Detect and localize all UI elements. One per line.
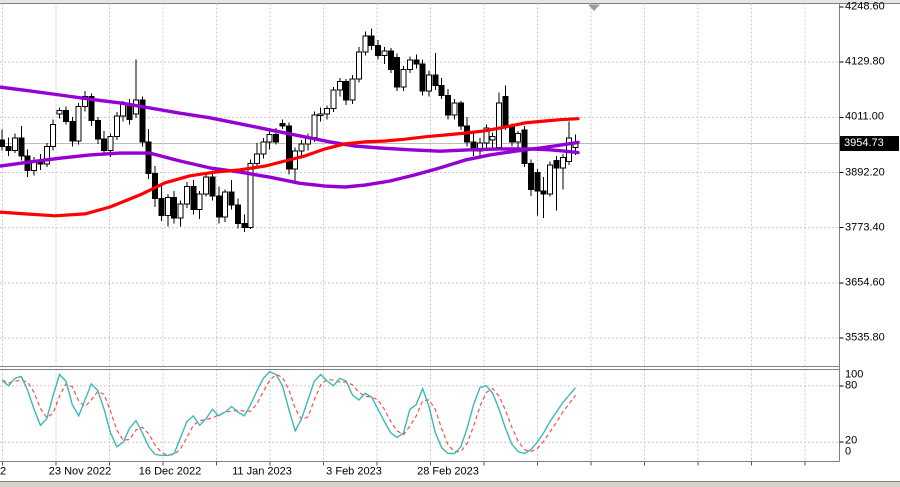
- indicator-axis-label: 0: [845, 445, 852, 458]
- time-axis-label: 2: [0, 465, 7, 478]
- price-axis-label: 4129.80: [845, 55, 885, 68]
- ma-purple-slow: [0, 85, 580, 155]
- panel-borders: [0, 3, 844, 466]
- ma-purple-fast: [0, 140, 580, 189]
- time-axis-label: 28 Feb 2023: [417, 465, 479, 478]
- price-axis-label: 4011.00: [845, 110, 884, 123]
- time-axis-label: 3 Feb 2023: [326, 465, 382, 478]
- candlestick-series: [0, 28, 579, 233]
- time-axis-label: 16 Dec 2022: [138, 465, 202, 478]
- stochastic-panel: [1, 370, 577, 457]
- time-axis-label: 11 Jan 2023: [232, 465, 292, 478]
- indicator-axis-label: 80: [845, 379, 858, 392]
- indicator-axis-label: 100: [845, 368, 864, 380]
- current-price-label: 3954.73: [844, 137, 884, 149]
- stochastic-k-line: [1, 370, 577, 457]
- current-price-badge: 3954.73: [840, 136, 899, 151]
- price-axis-label: 3654.60: [845, 276, 885, 289]
- data-end-marker-icon: [588, 4, 600, 11]
- indicator-axis-label: 20: [845, 434, 858, 447]
- stochastic-d-line: [1, 373, 576, 457]
- price-axis-label: 3535.80: [845, 331, 885, 344]
- ma-red: [0, 117, 580, 218]
- price-axis-label: 4248.60: [845, 0, 885, 13]
- price-axis-label: 3892.20: [845, 166, 885, 178]
- price-axis-label: 3773.40: [845, 221, 885, 234]
- time-axis-label: 23 Nov 2022: [48, 465, 112, 478]
